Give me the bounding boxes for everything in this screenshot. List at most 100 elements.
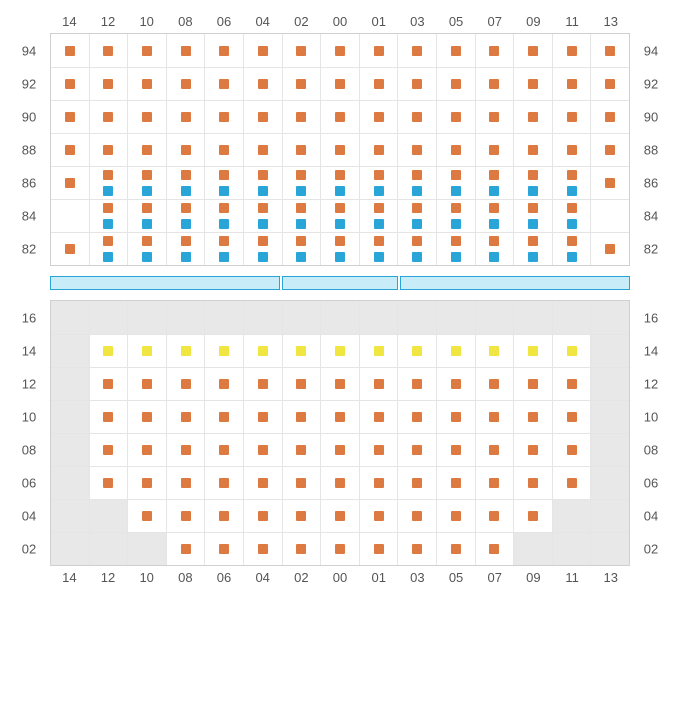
seat-marker[interactable] (528, 79, 538, 89)
seat-marker[interactable] (103, 219, 113, 229)
seat-marker[interactable] (103, 112, 113, 122)
seat-marker[interactable] (219, 478, 229, 488)
seat-cell[interactable] (166, 401, 205, 433)
seat-cell[interactable] (166, 34, 205, 67)
seat-cell[interactable] (89, 101, 128, 133)
seat-marker[interactable] (258, 219, 268, 229)
seat-marker[interactable] (567, 478, 577, 488)
seat-cell[interactable] (243, 500, 282, 532)
seat-marker[interactable] (335, 145, 345, 155)
seat-cell[interactable] (359, 68, 398, 100)
seat-marker[interactable] (296, 112, 306, 122)
seat-marker[interactable] (451, 252, 461, 262)
seat-cell[interactable] (320, 68, 359, 100)
seat-marker[interactable] (219, 379, 229, 389)
seat-marker[interactable] (489, 203, 499, 213)
seat-marker[interactable] (296, 219, 306, 229)
seat-marker[interactable] (181, 412, 191, 422)
seat-cell[interactable] (320, 401, 359, 433)
seat-cell[interactable] (204, 34, 243, 67)
seat-cell[interactable] (127, 68, 166, 100)
seat-marker[interactable] (412, 145, 422, 155)
seat-cell[interactable] (282, 101, 321, 133)
seat-marker[interactable] (451, 203, 461, 213)
seat-cell[interactable] (359, 101, 398, 133)
seat-marker[interactable] (296, 511, 306, 521)
seat-marker[interactable] (528, 203, 538, 213)
seat-marker[interactable] (219, 145, 229, 155)
seat-marker[interactable] (489, 170, 499, 180)
seat-marker[interactable] (605, 244, 615, 254)
seat-marker[interactable] (181, 112, 191, 122)
seat-marker[interactable] (258, 346, 268, 356)
seat-marker[interactable] (296, 79, 306, 89)
seat-cell[interactable] (397, 167, 436, 199)
seat-cell[interactable] (243, 401, 282, 433)
seat-cell[interactable] (320, 335, 359, 367)
seat-cell[interactable] (51, 34, 89, 67)
seat-marker[interactable] (219, 219, 229, 229)
seat-marker[interactable] (258, 203, 268, 213)
seat-cell[interactable] (243, 335, 282, 367)
seat-cell[interactable] (590, 68, 629, 100)
seat-cell[interactable] (320, 200, 359, 232)
seat-cell[interactable] (127, 368, 166, 400)
seat-marker[interactable] (489, 544, 499, 554)
seat-cell[interactable] (436, 233, 475, 265)
seat-cell[interactable] (51, 68, 89, 100)
seat-marker[interactable] (451, 379, 461, 389)
seat-cell[interactable] (552, 368, 591, 400)
seat-cell[interactable] (320, 500, 359, 532)
seat-marker[interactable] (567, 236, 577, 246)
seat-marker[interactable] (489, 186, 499, 196)
seat-marker[interactable] (528, 219, 538, 229)
seat-marker[interactable] (374, 112, 384, 122)
seat-marker[interactable] (335, 112, 345, 122)
seat-marker[interactable] (142, 478, 152, 488)
seat-marker[interactable] (258, 511, 268, 521)
seat-marker[interactable] (374, 478, 384, 488)
seat-cell[interactable] (397, 434, 436, 466)
seat-cell[interactable] (436, 134, 475, 166)
seat-marker[interactable] (258, 46, 268, 56)
seat-cell[interactable] (127, 134, 166, 166)
seat-cell[interactable] (436, 335, 475, 367)
seat-cell[interactable] (204, 467, 243, 499)
seat-cell[interactable] (89, 68, 128, 100)
seat-cell[interactable] (166, 68, 205, 100)
seat-cell[interactable] (513, 167, 552, 199)
seat-cell[interactable] (204, 401, 243, 433)
seat-cell[interactable] (166, 134, 205, 166)
seat-marker[interactable] (296, 186, 306, 196)
seat-marker[interactable] (296, 46, 306, 56)
seat-cell[interactable] (359, 500, 398, 532)
seat-marker[interactable] (528, 170, 538, 180)
seat-cell[interactable] (436, 167, 475, 199)
seat-cell[interactable] (320, 368, 359, 400)
seat-marker[interactable] (451, 219, 461, 229)
seat-cell[interactable] (204, 533, 243, 565)
seat-cell[interactable] (166, 335, 205, 367)
seat-marker[interactable] (451, 236, 461, 246)
seat-marker[interactable] (412, 412, 422, 422)
seat-marker[interactable] (567, 252, 577, 262)
seat-cell[interactable] (513, 500, 552, 532)
seat-marker[interactable] (181, 145, 191, 155)
seat-cell[interactable] (359, 368, 398, 400)
seat-cell[interactable] (552, 335, 591, 367)
seat-marker[interactable] (335, 544, 345, 554)
seat-cell[interactable] (320, 167, 359, 199)
seat-marker[interactable] (528, 478, 538, 488)
seat-marker[interactable] (528, 112, 538, 122)
seat-cell[interactable] (204, 368, 243, 400)
seat-marker[interactable] (181, 511, 191, 521)
seat-marker[interactable] (181, 170, 191, 180)
seat-marker[interactable] (142, 79, 152, 89)
seat-cell[interactable] (513, 134, 552, 166)
seat-cell[interactable] (89, 167, 128, 199)
seat-marker[interactable] (605, 145, 615, 155)
seat-marker[interactable] (412, 346, 422, 356)
seat-cell[interactable] (89, 368, 128, 400)
seat-marker[interactable] (374, 236, 384, 246)
seat-marker[interactable] (335, 236, 345, 246)
